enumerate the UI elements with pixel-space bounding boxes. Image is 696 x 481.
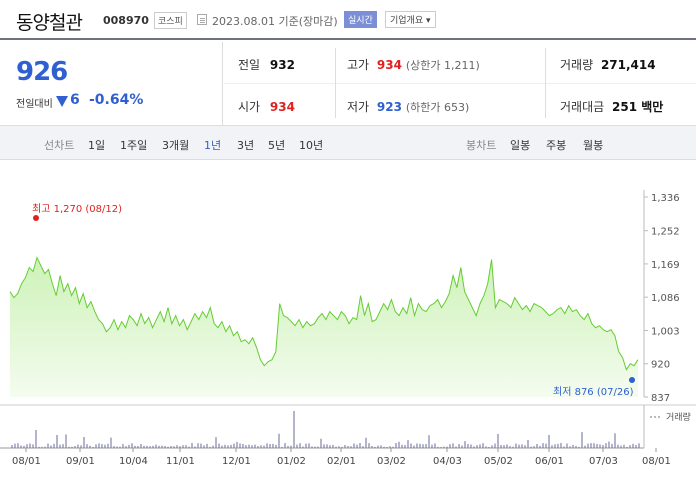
low-marker	[629, 377, 635, 383]
upper-limit: (상한가 1,211)	[405, 59, 480, 72]
x-tick-label: 07/03	[589, 456, 618, 467]
candle-tab[interactable]: 월봉	[583, 139, 604, 152]
volume-label: 거래량	[666, 411, 691, 423]
stats-divider	[224, 83, 696, 84]
stat-value: 923	[376, 100, 402, 114]
period-tab[interactable]: 3년	[237, 139, 255, 152]
stat-high: 고가 934 (상한가 1,211)	[347, 56, 480, 73]
x-tick-label: 05/02	[484, 456, 513, 467]
lower-limit: (하한가 653)	[405, 101, 470, 114]
period-tab-selected[interactable]: 1년	[204, 139, 222, 152]
down-triangle-icon	[56, 96, 68, 107]
stat-label: 거래량	[560, 58, 594, 72]
period-tab[interactable]: 3개월	[162, 139, 190, 152]
stat-label: 전일	[238, 58, 261, 72]
x-tick-label: 09/01	[66, 456, 95, 467]
stat-value: 251 백만	[612, 100, 664, 114]
stat-value: 932	[269, 58, 295, 72]
x-tick-label: 06/01	[535, 456, 564, 467]
company-overview-dropdown[interactable]: 기업개요 ▾	[385, 11, 436, 28]
stock-name[interactable]: 동양철관	[16, 12, 83, 34]
stat-value: 934	[269, 100, 295, 114]
period-tab[interactable]: 1주일	[120, 139, 148, 152]
column-divider	[335, 48, 336, 118]
period-selector-bar: 선차트 1일 1주일 3개월 1년 3년 5년 10년 봉차트 일봉 주봉 월봉	[0, 125, 696, 160]
x-tick-label: 08/01	[12, 456, 41, 467]
y-tick-label: 1,003	[651, 326, 680, 337]
market-badge: 코스피	[154, 12, 187, 29]
price-line	[9, 256, 639, 371]
document-icon	[197, 14, 207, 25]
high-note: 최고 1,270 (08/12)	[32, 203, 122, 215]
candle-tab[interactable]: 주봉	[546, 139, 567, 152]
price-area	[10, 257, 638, 397]
x-tick-label: 10/04	[119, 456, 148, 467]
stat-volume: 거래량 271,414	[560, 56, 656, 73]
y-tick-label: 920	[651, 360, 670, 371]
column-divider	[545, 48, 546, 118]
stat-label: 거래대금	[560, 100, 605, 114]
candle-tab[interactable]: 일봉	[510, 139, 531, 152]
date-text: 2023.08.01 기준(장마감)	[212, 15, 338, 28]
price-chart[interactable]: 1,336 1,252 1,169 1,086 1,003 920 837 최고 1,270 …	[0, 160, 696, 477]
x-tick-label: 03/02	[377, 456, 406, 467]
high-marker	[33, 215, 39, 221]
period-tab[interactable]: 1일	[88, 139, 106, 152]
chart-svg[interactable]: 1,336 1,252 1,169 1,086 1,003 920 837 최고 1,270 …	[0, 160, 696, 477]
change-percent: -0.64%	[89, 92, 144, 108]
stat-value: 271,414	[600, 58, 656, 72]
y-tick-label: 1,086	[651, 293, 680, 304]
low-note: 최저 876 (07/26)	[553, 386, 634, 398]
y-tick-label: 1,336	[651, 193, 680, 204]
x-tick-label: 11/01	[166, 456, 195, 467]
y-tick-label: 837	[651, 393, 670, 404]
candle-chart-label: 봉차트	[466, 139, 497, 152]
stat-low: 저가 923 (하한가 653)	[347, 98, 469, 115]
period-tab[interactable]: 10년	[299, 139, 324, 152]
realtime-button[interactable]: 실시간	[344, 11, 377, 28]
stat-value: 934	[376, 58, 402, 72]
x-tick-label: 04/03	[433, 456, 462, 467]
y-tick-label: 1,169	[651, 260, 680, 271]
change-value: 6	[70, 92, 80, 108]
x-tick-label: 12/01	[222, 456, 251, 467]
x-tick-label: 02/01	[327, 456, 356, 467]
change-label: 전일대비	[16, 99, 53, 110]
stat-prev: 전일 932	[238, 56, 295, 73]
x-tick-label: 08/01	[642, 456, 671, 467]
stock-code: 008970	[103, 14, 149, 27]
current-price: 926	[16, 57, 68, 87]
period-tab[interactable]: 5년	[268, 139, 286, 152]
stat-label: 시가	[238, 100, 261, 114]
stat-open: 시가 934	[238, 98, 295, 115]
stock-header: 동양철관 008970 코스피 2023.08.01 기준(장마감) 실시간 기…	[0, 0, 696, 40]
y-tick-label: 1,252	[651, 227, 680, 238]
price-summary: 926 전일대비 6 -0.64%	[0, 42, 223, 125]
stat-amount: 거래대금 251 백만	[560, 98, 663, 115]
stat-label: 고가	[347, 58, 370, 72]
stat-label: 저가	[347, 100, 370, 114]
x-tick-label: 01/02	[277, 456, 306, 467]
line-chart-label: 선차트	[44, 139, 75, 152]
